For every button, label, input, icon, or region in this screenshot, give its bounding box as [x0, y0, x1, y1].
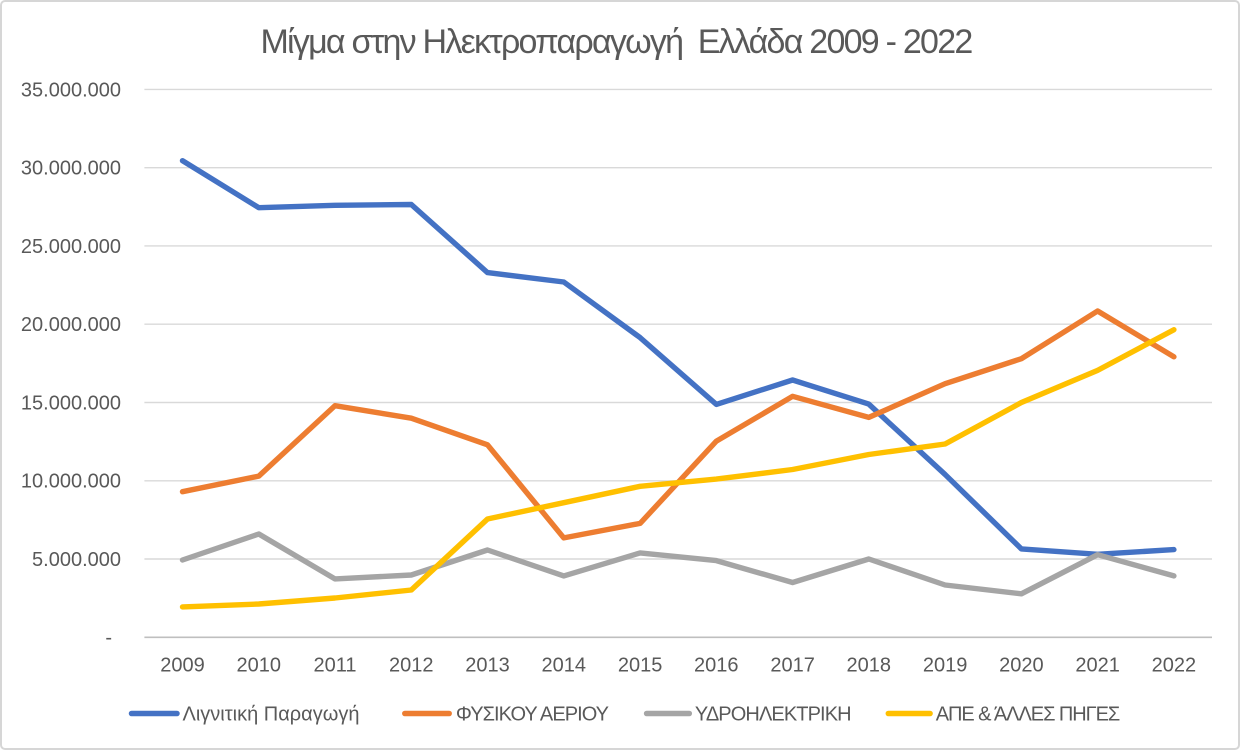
svg-text:2010: 2010	[237, 655, 282, 677]
svg-text:10.000.000: 10.000.000	[21, 471, 121, 493]
svg-text:Λιγνιτική Παραγωγή: Λιγνιτική Παραγωγή	[183, 703, 360, 725]
svg-text:2019: 2019	[923, 655, 968, 677]
svg-text:ΦΥΣΙΚΟΥ ΑΕΡΙΟΥ: ΦΥΣΙΚΟΥ ΑΕΡΙΟΥ	[456, 703, 609, 725]
svg-text:ΑΠΕ & ΆΛΛΕΣ ΠΗΓΕΣ: ΑΠΕ & ΆΛΛΕΣ ΠΗΓΕΣ	[936, 703, 1120, 725]
svg-text:20.000.000: 20.000.000	[21, 314, 121, 336]
svg-text:2022: 2022	[1152, 655, 1197, 677]
svg-text:25.000.000: 25.000.000	[21, 236, 121, 258]
svg-text:2020: 2020	[999, 655, 1044, 677]
svg-text:2012: 2012	[389, 655, 434, 677]
svg-text:5.000.000: 5.000.000	[32, 549, 121, 571]
svg-text:2011: 2011	[313, 655, 356, 677]
svg-text:2015: 2015	[618, 655, 663, 677]
svg-text:30.000.000: 30.000.000	[21, 158, 121, 180]
svg-text:ΥΔΡΟΗΛΕΚΤΡΙΚΗ: ΥΔΡΟΗΛΕΚΤΡΙΚΗ	[695, 703, 851, 725]
svg-text:Μίγμα στην Ηλεκτροπαραγωγή Ελ: Μίγμα στην Ηλεκτροπαραγωγή Ελλάδα 2009 -…	[260, 23, 972, 61]
svg-text:2018: 2018	[847, 655, 892, 677]
svg-text:2016: 2016	[694, 655, 739, 677]
svg-text:2017: 2017	[770, 655, 815, 677]
svg-text:2014: 2014	[542, 655, 587, 677]
svg-text:-: -	[105, 627, 112, 649]
svg-text:2009: 2009	[160, 655, 205, 677]
svg-text:2013: 2013	[465, 655, 510, 677]
svg-text:35.000.000: 35.000.000	[21, 79, 121, 101]
svg-text:2021: 2021	[1075, 655, 1120, 677]
svg-text:15.000.000: 15.000.000	[21, 392, 121, 414]
